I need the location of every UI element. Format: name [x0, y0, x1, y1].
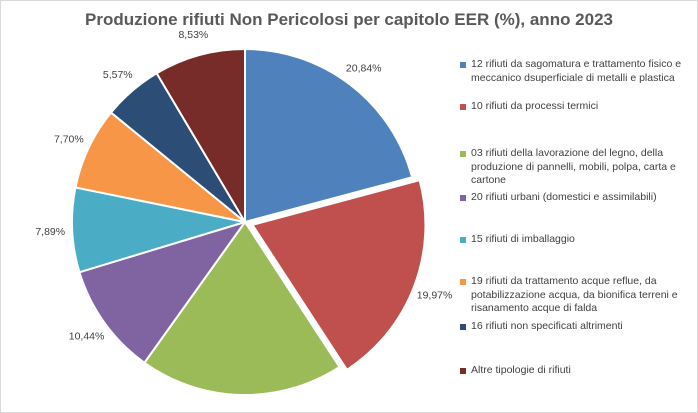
legend-label: 20 rifiuti urbani (domestici e assimilab… — [471, 191, 657, 203]
legend-label: 19 rifiuti da trattamento acque reflue, … — [471, 275, 678, 314]
slice-data-label: 8,53% — [178, 29, 208, 41]
legend-swatch — [460, 278, 466, 285]
legend-swatch — [460, 103, 466, 110]
legend-swatch — [460, 323, 466, 330]
pie-slice — [155, 47, 246, 226]
legend-item: 15 rifiuti di imballaggio — [460, 233, 692, 247]
legend-swatch — [460, 150, 466, 157]
legend-swatch — [460, 194, 466, 201]
slice-data-label: 7,70% — [54, 133, 84, 145]
legend-swatch — [460, 61, 466, 68]
chart-title: Produzione rifiuti Non Pericolosi per ca… — [84, 10, 614, 29]
legend-item: 16 rifiuti non specificati altrimenti — [460, 320, 692, 334]
pie-slice — [78, 220, 248, 365]
slice-data-label: 19,07% — [223, 412, 259, 413]
legend-swatch — [460, 367, 466, 374]
slice-data-label: 19,97% — [417, 290, 453, 302]
legend-swatch — [460, 236, 466, 243]
legend-item: 20 rifiuti urbani (domestici e assimilab… — [460, 191, 692, 205]
legend-label: 03 rifiuti della lavorazione del legno, … — [471, 147, 676, 186]
slice-data-label: 20,84% — [346, 62, 382, 74]
legend-item: 19 rifiuti da trattamento acque reflue, … — [460, 275, 692, 316]
legend-item: Altre tipologie di rifiuti — [460, 364, 692, 378]
slice-data-label: 5,57% — [103, 69, 133, 81]
legend-label: 10 rifiuti da processi termici — [471, 100, 599, 112]
legend-label: 16 rifiuti non specificati altrimenti — [471, 320, 623, 332]
legend-item: 12 rifiuti da sagomatura e trattamento f… — [460, 58, 692, 85]
slice-data-label: 7,89% — [35, 226, 65, 238]
legend-item: 10 rifiuti da processi termici — [460, 100, 692, 114]
pie-slice — [244, 47, 414, 224]
legend-item: 03 rifiuti della lavorazione del legno, … — [460, 147, 692, 188]
legend-label: 12 rifiuti da sagomatura e trattamento f… — [471, 58, 682, 84]
pie-slice — [250, 178, 427, 372]
legend-label: 15 rifiuti di imballaggio — [471, 233, 575, 245]
pie-slice — [143, 220, 341, 396]
legend-label: Altre tipologie di rifiuti — [471, 364, 571, 376]
slice-data-label: 10,44% — [69, 331, 105, 343]
